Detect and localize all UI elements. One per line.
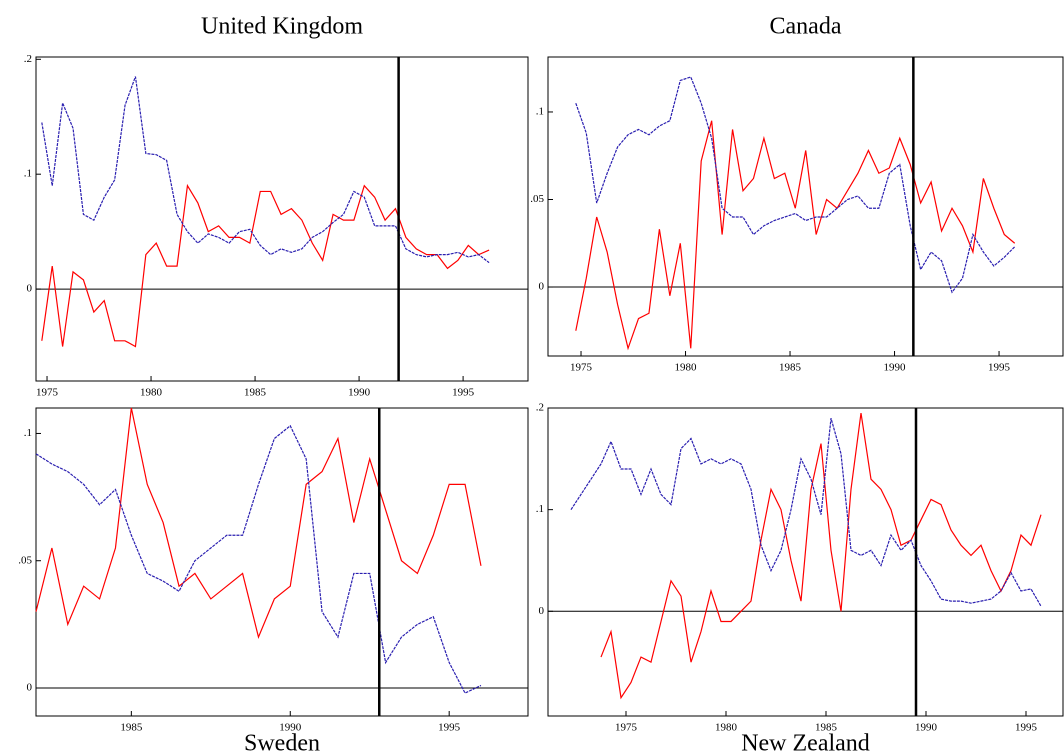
series-line <box>570 418 1042 607</box>
y-tick-label: .1 <box>536 503 544 515</box>
series-line <box>41 76 490 264</box>
x-tick-label: 1995 <box>988 362 1011 374</box>
y-tick-label: .1 <box>24 168 32 180</box>
y-tick-label: .2 <box>536 402 544 414</box>
panel: Sweden 0 .05 .1 1985 1990 1995 <box>18 407 529 756</box>
plot-frame <box>547 56 1064 357</box>
y-tick-label: 0 <box>539 281 545 293</box>
x-tick-label: 1980 <box>715 722 738 734</box>
plot-frame <box>547 407 1064 717</box>
y-tick-label: 0 <box>539 605 545 617</box>
x-tick-label: 1990 <box>915 722 938 734</box>
x-tick-label: 1995 <box>452 387 475 399</box>
panel-title: United Kingdom <box>201 14 363 40</box>
y-tick-label: .05 <box>18 554 32 566</box>
y-tick-label: 0 <box>27 283 33 295</box>
series-line <box>575 120 1016 351</box>
series-line <box>575 76 1016 294</box>
x-tick-label: 1990 <box>348 387 371 399</box>
panel: New Zealand 0 .1 .2 1975 1980 1985 1990 1995 <box>536 402 1064 756</box>
x-tick-label: 1975 <box>570 362 593 374</box>
x-tick-label: 1975 <box>36 387 59 399</box>
panel-title: New Zealand <box>741 731 870 756</box>
panel: Canada 0 .05 .1 1975 1980 1985 1990 1995 <box>530 14 1064 374</box>
series-line <box>41 183 490 348</box>
x-tick-label: 1990 <box>279 722 302 734</box>
x-tick-label: 1985 <box>244 387 267 399</box>
panel: United Kingdom 0 .1 .2 1975 1980 1985 1990 1995 <box>24 14 529 399</box>
panel-title: Canada <box>770 14 842 40</box>
y-tick-label: .1 <box>536 105 544 117</box>
plot-frame <box>35 407 529 717</box>
x-tick-label: 1985 <box>815 722 838 734</box>
x-tick-label: 1985 <box>779 362 802 374</box>
x-tick-label: 1995 <box>438 722 461 734</box>
x-tick-label: 1975 <box>615 722 638 734</box>
panel-title: Sweden <box>244 731 320 756</box>
x-tick-label: 1980 <box>675 362 698 374</box>
series-line <box>35 407 482 639</box>
x-tick-label: 1985 <box>120 722 143 734</box>
series-line <box>35 424 482 694</box>
x-tick-label: 1990 <box>884 362 907 374</box>
x-tick-label: 1995 <box>1015 722 1038 734</box>
plot-frame <box>35 56 529 382</box>
y-tick-label: .05 <box>530 193 544 205</box>
series-line <box>600 412 1042 700</box>
y-tick-label: 0 <box>27 682 33 694</box>
x-tick-label: 1980 <box>140 387 163 399</box>
y-tick-label: .1 <box>24 427 32 439</box>
y-tick-label: .2 <box>24 53 32 65</box>
